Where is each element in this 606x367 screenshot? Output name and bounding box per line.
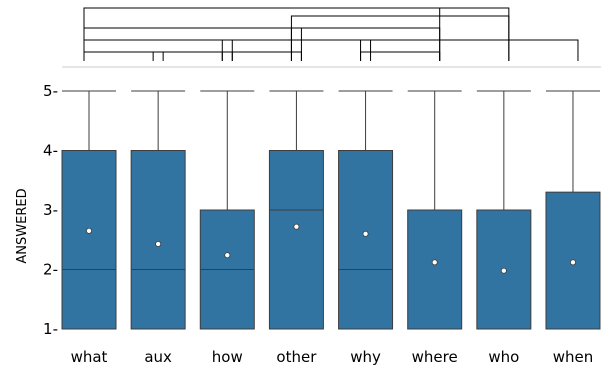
y-tick-label: 5- [43,82,58,100]
x-tick-label-where: where [412,348,458,366]
bracket-what-aux [83,51,164,61]
boxes-group [61,90,601,330]
significance-brackets [83,7,579,61]
bracket-other-where [290,27,441,61]
mean-marker [362,230,369,237]
box-where [407,90,463,330]
box-body [338,150,394,330]
x-tick-label-why: why [350,348,381,366]
x-tick-label-when: when [553,348,594,366]
x-tick-label-what: what [71,348,108,366]
y-axis-label: ANSWERED [15,188,30,263]
box-other [268,90,324,330]
box-why [338,90,394,330]
bracket-why-where [360,51,441,61]
y-axis: 1- 2- 3- 4- 5- [43,82,58,338]
box-body [130,150,186,330]
mean-marker [431,259,438,266]
mean-marker [86,227,93,234]
y-tick-label: 3- [43,201,58,219]
box-aux [130,90,186,330]
box-how [199,90,255,330]
x-axis: what aux how other why where who when [71,348,594,366]
mean-marker [224,252,231,259]
bracket-why-when [360,39,579,61]
bracket-what-other [83,27,302,61]
x-tick-label-how: how [212,348,243,366]
bracket-what-how [83,39,233,61]
box-body [407,209,463,330]
x-tick-label-aux: aux [144,348,172,366]
mean-marker [155,240,162,247]
box-body [268,150,324,330]
box-what [61,90,117,330]
bracket-other-who [290,15,510,61]
x-tick-label-other: other [276,348,317,366]
mean-marker [569,259,576,266]
x-tick-label-who: who [488,348,519,366]
box-body [61,150,117,330]
bracket-aux-how [152,51,233,61]
y-tick-label: 2- [43,261,58,279]
box-when [545,90,601,330]
box-who [476,90,532,330]
bracket-how-other [221,51,302,61]
bracket-what-who [83,7,510,61]
bracket-how-why [221,39,372,61]
mean-marker [293,223,300,230]
y-tick-label: 1- [43,320,58,338]
mean-marker [500,267,507,274]
y-tick-label: 4- [43,142,58,160]
